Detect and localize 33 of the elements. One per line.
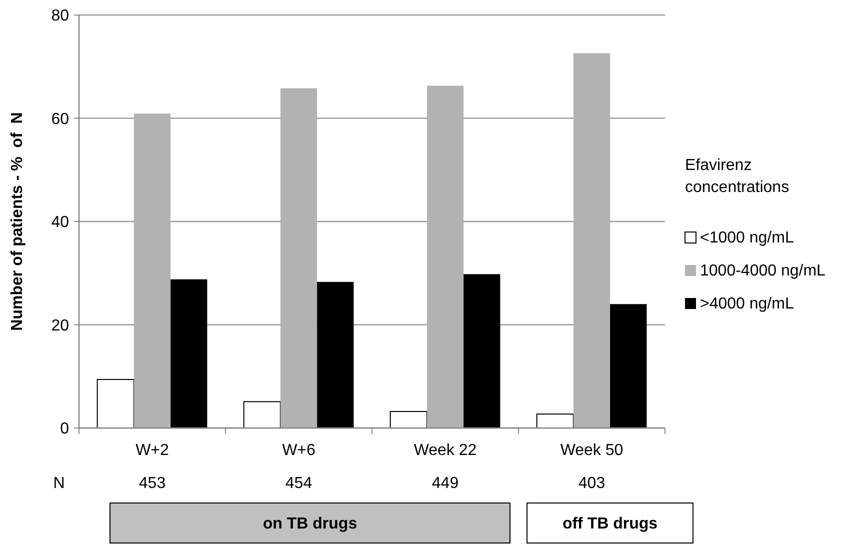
- y-tick-label: 40: [51, 214, 70, 232]
- y-tick-label: 20: [51, 317, 70, 334]
- bar: [426, 86, 464, 428]
- bar: [610, 304, 647, 428]
- bar: [280, 88, 318, 428]
- x-tick-label: W+2: [136, 442, 170, 459]
- text: 449: [432, 475, 459, 492]
- text: 454: [285, 475, 312, 492]
- bar: [536, 414, 574, 428]
- text: 453: [138, 475, 166, 492]
- legend-label: <1000 ng/mL: [700, 230, 794, 247]
- legend-label: 1000-4000 ng/mL: [700, 262, 826, 280]
- bar: [317, 282, 354, 428]
- text: on TB drugs: [262, 516, 358, 533]
- y-axis-title: Number of patients - % of N: [9, 112, 26, 331]
- y-tick-label: 80: [51, 8, 70, 25]
- bar: [96, 378, 134, 428]
- bar: [464, 274, 500, 428]
- y-tick-label: 60: [51, 110, 70, 128]
- y-tick-label: 0: [60, 420, 70, 438]
- legend-label: >4000 ng/mL: [700, 296, 794, 313]
- text: off TB drugs: [562, 516, 658, 533]
- x-tick-label: Week 22: [414, 442, 477, 459]
- bar: [390, 410, 428, 428]
- x-tick-label: Week 50: [560, 442, 624, 459]
- bar: [134, 114, 171, 428]
- bar: [243, 401, 281, 428]
- bar: [170, 279, 208, 428]
- text: N: [53, 475, 65, 492]
- x-tick-label: W+6: [282, 442, 316, 459]
- bar: [573, 53, 610, 428]
- legend-title: Efavirenz concentrations: [685, 157, 790, 196]
- text: 403: [578, 475, 606, 492]
